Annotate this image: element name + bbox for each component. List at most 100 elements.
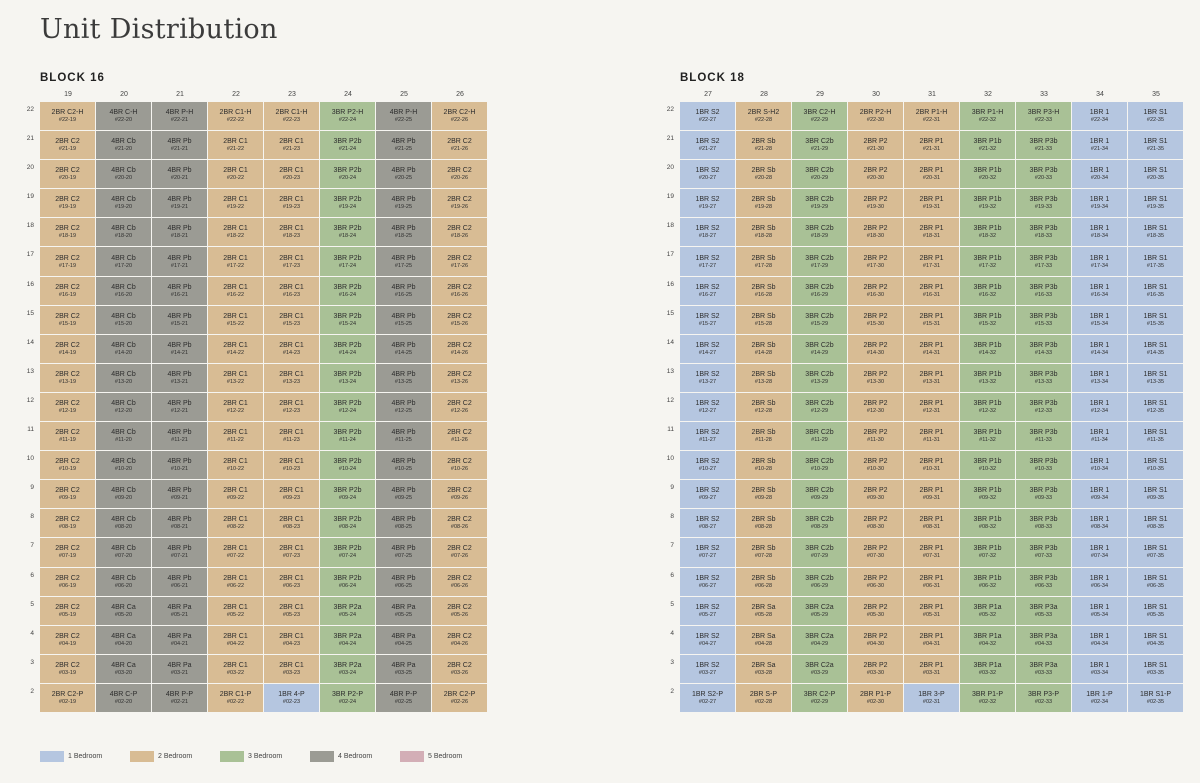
- unit-type: 4BR Ca: [111, 661, 136, 669]
- unit-number: #19-23: [282, 204, 301, 211]
- unit-cell: 3BR P1b #15-32: [960, 305, 1015, 334]
- unit-cell: 2BR C1 #10-23: [264, 451, 319, 480]
- unit-cell: 3BR P3a #03-33: [1016, 654, 1071, 683]
- unit-cell: 3BR P2b #08-24: [320, 509, 375, 538]
- column-number: 30: [872, 90, 880, 98]
- unit-type: 3BR P1-H: [971, 109, 1004, 117]
- unit-cell: 1BR S1 #06-35: [1128, 567, 1183, 596]
- unit-type: 2BR P2: [863, 661, 888, 669]
- floor-row: 7 1BR S2 #07-27 2BR Sb #07-28 3BR C2b #07-29 2B…: [670, 538, 1184, 567]
- unit-type: 3BR P1b: [973, 370, 1002, 378]
- unit-type: 3BR P2b: [333, 458, 362, 466]
- unit-number: #22-25: [394, 117, 413, 124]
- unit-number: #03-24: [338, 669, 357, 676]
- unit-cell: 1BR S2 #16-27: [680, 276, 735, 305]
- floor-number: 7: [670, 542, 674, 550]
- unit-number: #02-26: [450, 698, 469, 705]
- unit-cell: 2BR C2 #11-19: [40, 422, 95, 451]
- unit-type: 3BR C2b: [805, 429, 834, 437]
- unit-cell: 4BR Cb #16-20: [96, 276, 151, 305]
- unit-number: #16-34: [1090, 291, 1109, 298]
- unit-number: #16-29: [810, 291, 829, 298]
- unit-type: 2BR C2: [447, 196, 472, 204]
- unit-number: #18-23: [282, 233, 301, 240]
- unit-type: 2BR P1: [919, 225, 944, 233]
- unit-type: 4BR Cb: [111, 312, 136, 320]
- floor-number: 5: [30, 600, 34, 608]
- unit-number: #20-33: [1034, 175, 1053, 182]
- unit-cell: 2BR P1 #11-31: [904, 422, 959, 451]
- unit-number: #17-28: [754, 262, 773, 269]
- unit-type: 2BR C2: [447, 370, 472, 378]
- unit-type: 4BR C-H: [109, 109, 138, 117]
- unit-type: 2BR Sa: [751, 632, 776, 640]
- unit-cell: 2BR C2 #17-26: [432, 247, 487, 276]
- unit-number: #19-29: [810, 204, 829, 211]
- unit-cell: 3BR C2b #15-29: [792, 305, 847, 334]
- unit-type: 2BR C1: [223, 225, 248, 233]
- unit-cell: 2BR C2 #08-19: [40, 509, 95, 538]
- unit-cell: 1BR 1 #18-34: [1072, 218, 1127, 247]
- unit-type: 3BR P2a: [333, 603, 362, 611]
- unit-cell: 1BR S2 #03-27: [680, 654, 735, 683]
- unit-cell: 4BR Pb #13-21: [152, 363, 207, 392]
- unit-cell: 4BR Cb #13-20: [96, 363, 151, 392]
- unit-type: 3BR C2b: [805, 254, 834, 262]
- unit-type: 3BR C2-P: [803, 690, 836, 698]
- unit-cell: 3BR P1a #05-32: [960, 596, 1015, 625]
- unit-type: 2BR C2-P: [51, 690, 84, 698]
- unit-type: 4BR Pb: [391, 429, 416, 437]
- unit-type: 4BR P-P: [165, 690, 194, 698]
- unit-cell: 3BR C2b #11-29: [792, 422, 847, 451]
- unit-cell: 2BR C2 #11-26: [432, 422, 487, 451]
- unit-type: 4BR Pa: [391, 661, 416, 669]
- unit-number: #10-25: [394, 466, 413, 473]
- unit-cell: 2BR C1 #19-22: [208, 189, 263, 218]
- unit-number: #13-28: [754, 378, 773, 385]
- unit-number: #11-27: [699, 437, 716, 444]
- column-number: 34: [1096, 90, 1104, 98]
- unit-type: 2BR C2-H: [443, 109, 476, 117]
- unit-type: 2BR C2: [55, 341, 80, 349]
- unit-type: 4BR Cb: [111, 458, 136, 466]
- unit-number: #02-22: [226, 698, 245, 705]
- floor-number: 2: [670, 687, 674, 695]
- unit-number: #04-29: [810, 640, 829, 647]
- unit-cell: 2BR P2 #12-30: [848, 392, 903, 422]
- unit-type: 2BR C1-P: [219, 690, 252, 698]
- unit-cell: 1BR 1 #13-34: [1072, 363, 1127, 392]
- unit-type: 4BR Pb: [391, 167, 416, 175]
- unit-cell: 3BR C2a #05-29: [792, 596, 847, 625]
- unit-type: 3BR P1a: [973, 632, 1002, 640]
- unit-type: 3BR P3b: [1029, 167, 1058, 175]
- unit-cell: 2BR C2 #15-19: [40, 305, 95, 334]
- unit-cell: 1BR 1 #11-34: [1072, 422, 1127, 451]
- unit-number: #18-27: [698, 233, 717, 240]
- unit-number: #02-27: [698, 698, 717, 705]
- unit-number: #16-32: [978, 291, 997, 298]
- floor-row: 16 1BR S2 #16-27 2BR Sb #16-28 3BR C2b #16-29 2…: [667, 276, 1184, 306]
- unit-number: #13-26: [450, 378, 469, 385]
- unit-number: #21-26: [450, 146, 469, 153]
- unit-type: 2BR P2: [863, 225, 888, 233]
- unit-number: #06-23: [282, 582, 301, 589]
- unit-cell: 3BR P1b #11-32: [960, 422, 1015, 451]
- unit-type: 4BR Pb: [391, 370, 416, 378]
- unit-cell: 1BR 1 #05-34: [1072, 596, 1127, 625]
- unit-type: 2BR P2: [863, 283, 888, 291]
- unit-number: #15-29: [810, 320, 829, 327]
- unit-number: #21-30: [866, 146, 885, 153]
- floor-row: 5 2BR C2 #05-19 4BR Ca #05-20 4BR Pa #05-21 2BR…: [30, 596, 488, 626]
- unit-cell: 3BR P1-H #22-32: [960, 102, 1015, 131]
- unit-cell: 2BR P1 #04-31: [904, 625, 959, 654]
- floor-number: 12: [26, 396, 34, 404]
- floor-number: 22: [26, 106, 34, 113]
- floor-row: 12 1BR S2 #12-27 2BR Sb #12-28 3BR C2b #12-29 2…: [667, 392, 1184, 422]
- unit-number: #08-30: [866, 524, 885, 531]
- unit-cell: 2BR C1 #18-22: [208, 218, 263, 247]
- unit-type: 1BR S1: [1143, 254, 1168, 262]
- unit-number: #13-19: [58, 378, 77, 385]
- floor-row: 8 1BR S2 #08-27 2BR Sb #08-28 3BR C2b #08-29 2B…: [670, 509, 1184, 538]
- unit-type: 2BR P2: [863, 632, 888, 640]
- unit-cell: 3BR P1b #09-32: [960, 480, 1015, 509]
